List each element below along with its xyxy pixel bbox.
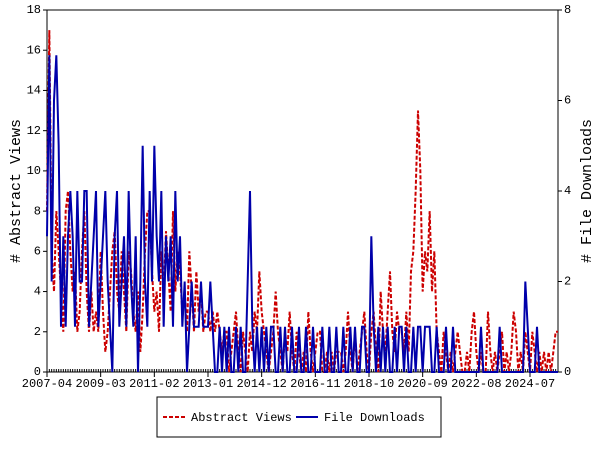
y-tick-label: 0 [34,365,41,379]
legend-label: Abstract Views [191,411,292,425]
y2-tick-label: 4 [564,184,571,198]
x-tick-label: 2022-08 [451,377,501,391]
y-tick-label: 16 [27,43,41,57]
y2-tick-label: 6 [564,94,571,108]
y2-tick-label: 8 [564,3,571,17]
series-line [46,30,558,373]
y-tick-label: 10 [27,164,41,178]
x-tick-label: 2007-04 [22,377,72,391]
x-tick-label: 2014-12 [236,377,286,391]
y-axis-title: # Abstract Views [8,119,25,263]
y2-axis-title: # File Downloads [579,119,596,263]
x-tick-label: 2020-09 [397,377,447,391]
x-tick-label: 2024-07 [505,377,555,391]
x-tick-label: 2016-11 [290,377,340,391]
y-tick-label: 18 [27,3,41,17]
x-tick-label: 2013-01 [183,377,233,391]
x-tick-label: 2018-10 [344,377,394,391]
y-tick-label: 4 [34,285,41,299]
y-tick-label: 2 [34,325,41,339]
y2-tick-label: 0 [564,365,571,379]
series-line [46,55,558,373]
x-tick-label: 2009-03 [75,377,125,391]
y-tick-label: 8 [34,204,41,218]
legend-label: File Downloads [324,411,425,425]
x-tick-label: 2011-02 [129,377,179,391]
y-tick-label: 6 [34,245,41,259]
y-tick-label: 12 [27,124,41,138]
y2-tick-label: 2 [564,275,571,289]
y-tick-label: 14 [27,84,41,98]
